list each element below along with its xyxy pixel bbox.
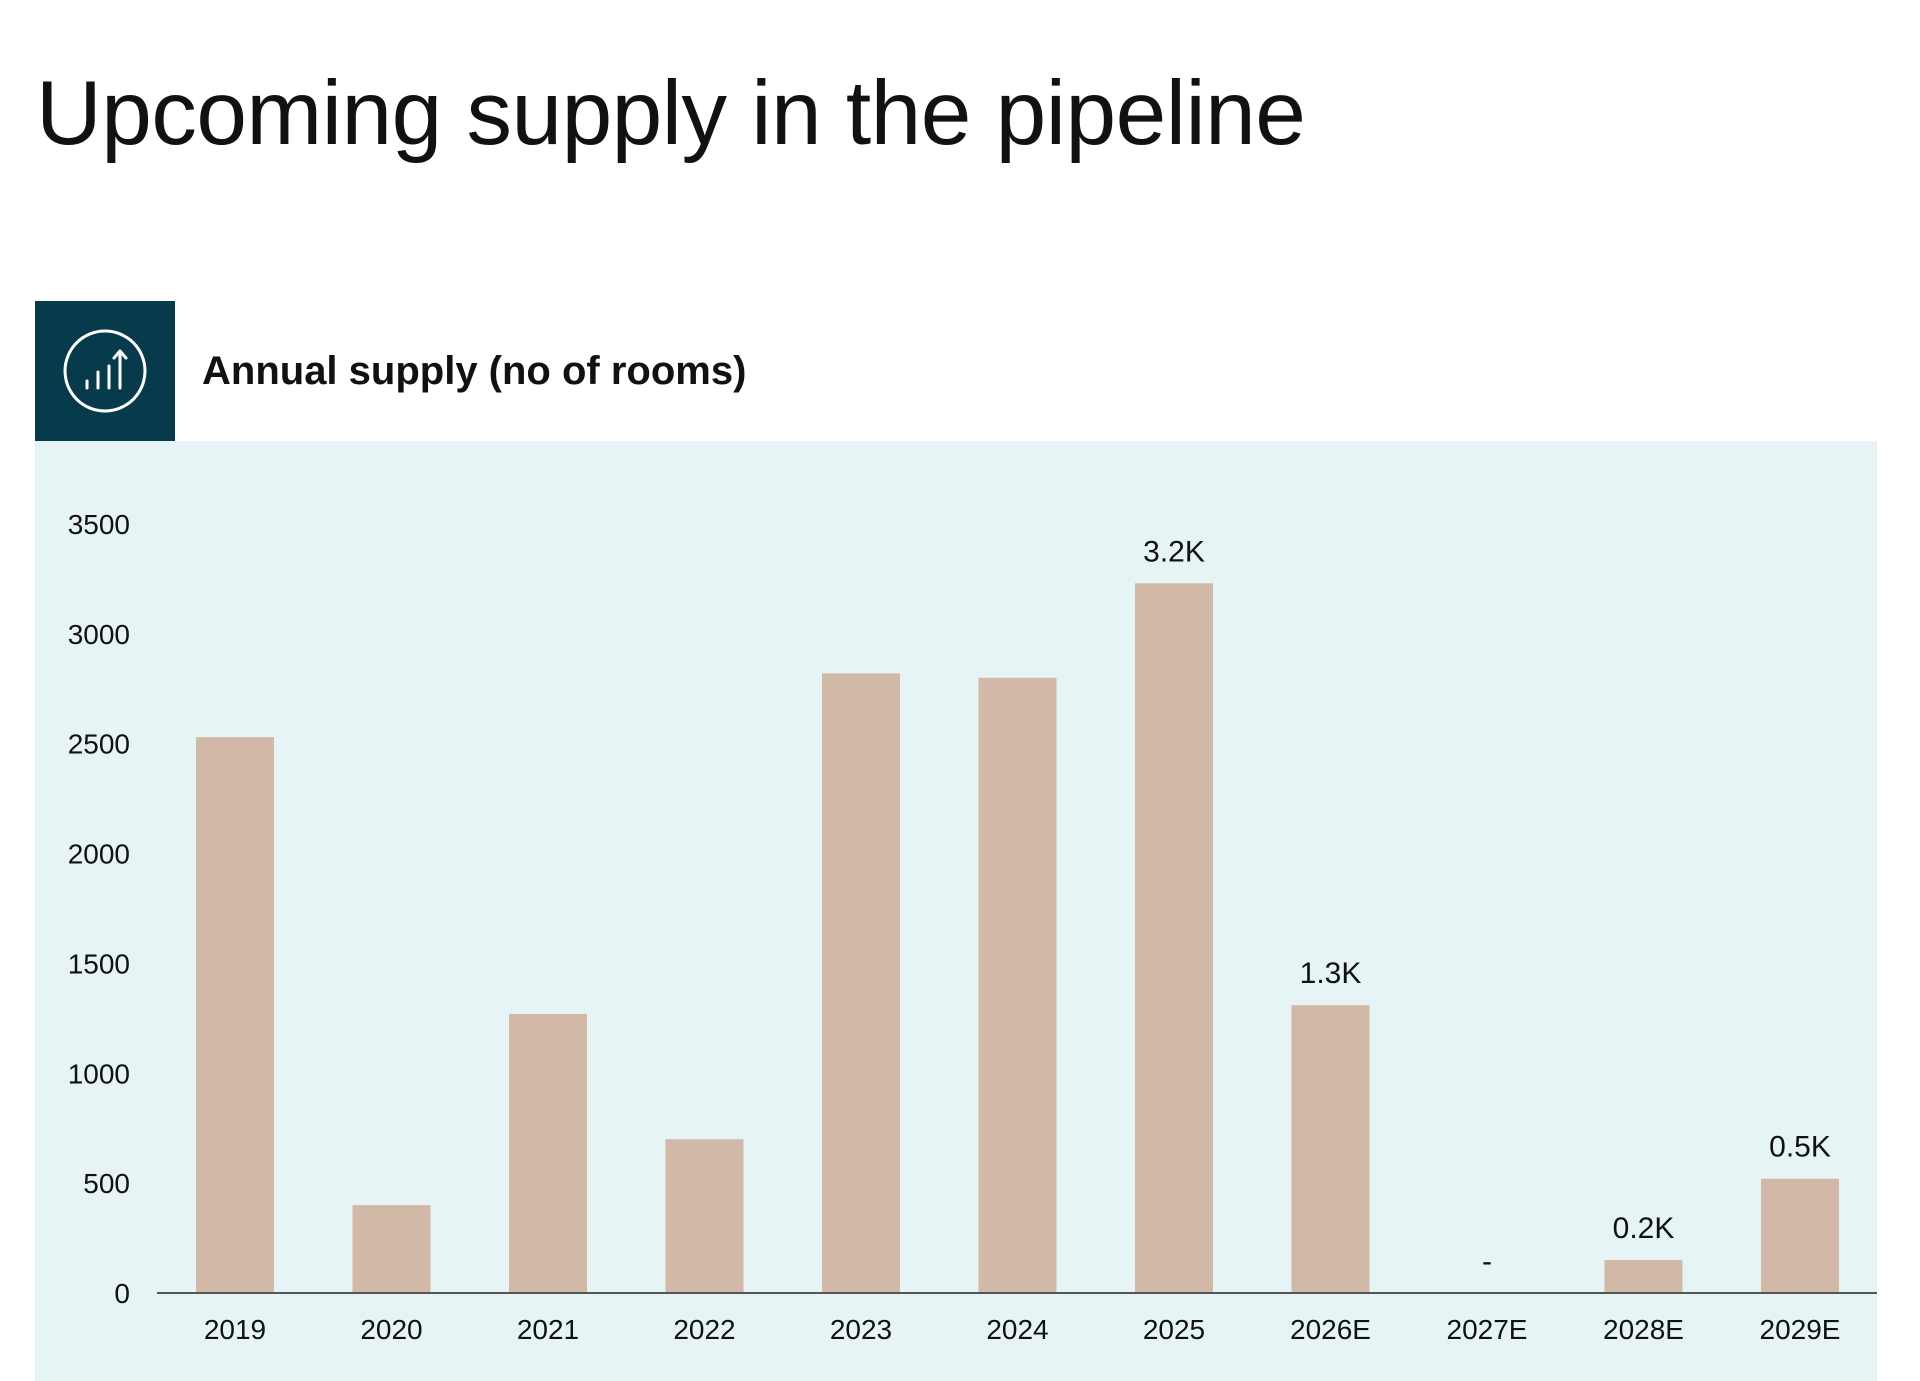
data-label: -	[1482, 1245, 1492, 1278]
y-tick-label: 2000	[68, 839, 130, 870]
y-tick-label: 0	[114, 1278, 130, 1309]
data-label: 3.2K	[1143, 535, 1205, 568]
x-tick-label: 2023	[830, 1314, 892, 1345]
x-tick-label: 2025	[1143, 1314, 1205, 1345]
x-tick-label: 2027E	[1447, 1314, 1528, 1345]
y-tick-label: 1000	[68, 1058, 130, 1089]
bar	[822, 673, 900, 1293]
data-label: 1.3K	[1300, 957, 1362, 990]
bar	[1291, 1005, 1370, 1293]
chart-header: Annual supply (no of rooms)	[35, 301, 746, 441]
bar	[1604, 1260, 1683, 1293]
y-tick-label: 500	[83, 1168, 130, 1199]
bar-chart: 0 500 1000 1500 2000 2500 3000 3500 2019 2020 2021…	[68, 509, 1877, 1345]
page-title: Upcoming supply in the pipeline	[36, 63, 1306, 164]
bar	[352, 1205, 431, 1293]
x-tick-label: 2020	[360, 1314, 422, 1345]
x-tick-label: 2019	[204, 1314, 266, 1345]
x-tick-label: 2021	[517, 1314, 579, 1345]
x-tick-label: 2029E	[1760, 1314, 1841, 1345]
bar	[1135, 583, 1213, 1293]
x-tick-label: 2024	[986, 1314, 1048, 1345]
y-tick-label: 2500	[68, 729, 130, 760]
bar	[665, 1139, 744, 1293]
chart-title: Annual supply (no of rooms)	[202, 348, 747, 393]
bar	[1761, 1178, 1839, 1293]
data-label: 0.5K	[1769, 1131, 1831, 1164]
bar-chart-arrow-up-icon	[35, 301, 175, 441]
bar	[196, 737, 274, 1293]
bar	[978, 677, 1057, 1293]
x-tick-label: 2028E	[1603, 1314, 1684, 1345]
y-tick-label: 1500	[68, 948, 130, 979]
y-tick-label: 3500	[68, 509, 130, 540]
chart-plot-area: 0 500 1000 1500 2000 2500 3000 3500 2019 2020 2021…	[35, 441, 1877, 1381]
bar	[509, 1013, 587, 1293]
data-label: 0.2K	[1613, 1212, 1675, 1245]
x-tick-label: 2022	[673, 1314, 735, 1345]
x-tick-label: 2026E	[1290, 1314, 1371, 1345]
y-tick-label: 3000	[68, 619, 130, 650]
